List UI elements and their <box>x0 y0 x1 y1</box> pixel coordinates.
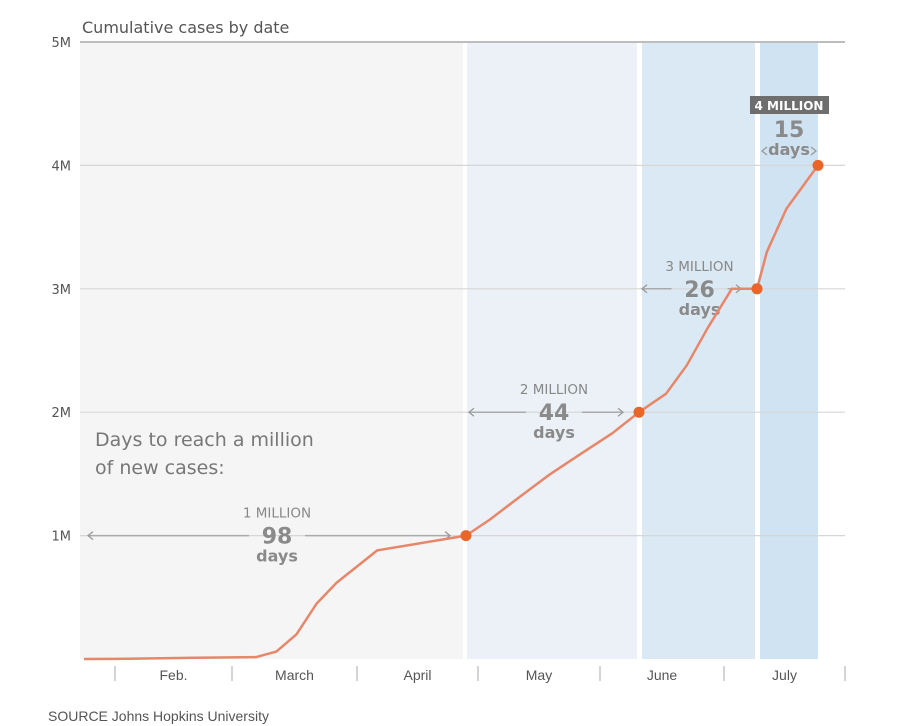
milestone-marker <box>812 159 824 171</box>
milestone-marker <box>460 530 472 542</box>
arrow-head-icon <box>467 407 475 417</box>
arrow-head-icon <box>810 146 818 156</box>
intro-line-1: Days to reach a million <box>95 429 314 451</box>
arrow-head-icon <box>640 284 648 294</box>
y-tick-label: 4M <box>52 159 72 174</box>
intro-annotation: Days to reach a million of new cases: <box>95 429 314 479</box>
arrow-head-icon <box>86 531 94 541</box>
arrow-head-icon <box>760 146 768 156</box>
milestone-markers <box>460 159 824 542</box>
cases-line <box>83 164 820 661</box>
panel-1 <box>80 42 463 659</box>
month-label: Feb. <box>159 667 187 683</box>
month-label: March <box>275 667 314 683</box>
milestone-days-count: 44 <box>539 401 570 426</box>
arrow-head-icon <box>617 407 625 417</box>
milestone-label: 4 MILLION <box>755 99 824 113</box>
milestone-marker <box>633 406 645 418</box>
y-tick-label: 2M <box>52 406 72 421</box>
month-label: May <box>526 667 552 683</box>
milestone-days-label: days <box>679 300 721 319</box>
panel-4 <box>760 42 818 659</box>
chart-title: Cumulative cases by date <box>82 18 289 37</box>
y-tick-label: 3M <box>52 283 72 298</box>
y-tick-label: 1M <box>52 530 72 545</box>
y-axis: 1M 2M 3M 4M 5M <box>52 36 72 545</box>
milestone-label: 1 MILLION <box>243 506 311 522</box>
x-axis: Feb. March April May June July <box>114 666 846 683</box>
milestone-days-count: 26 <box>684 278 715 303</box>
milestone-days-count: 98 <box>262 525 293 550</box>
milestone-label: 2 MILLION <box>520 382 588 398</box>
period-panels <box>80 42 818 659</box>
milestone-label: 3 MILLION <box>665 259 733 275</box>
y-tick-label: 5M <box>52 36 72 51</box>
month-label: June <box>647 667 678 683</box>
milestone-days-label: days <box>256 547 298 566</box>
intro-line-2: of new cases: <box>95 457 225 479</box>
month-label: April <box>403 667 431 683</box>
panel-2 <box>467 42 637 659</box>
milestone-marker <box>751 283 763 295</box>
panel-3 <box>642 42 755 659</box>
milestone-days-label: days <box>533 423 575 442</box>
milestone-days-label: days <box>768 140 810 159</box>
milestone-days-count: 15 <box>774 118 805 143</box>
source-note: SOURCE Johns Hopkins University <box>48 708 269 724</box>
milestone-badge <box>750 96 829 114</box>
month-label: July <box>772 667 797 683</box>
